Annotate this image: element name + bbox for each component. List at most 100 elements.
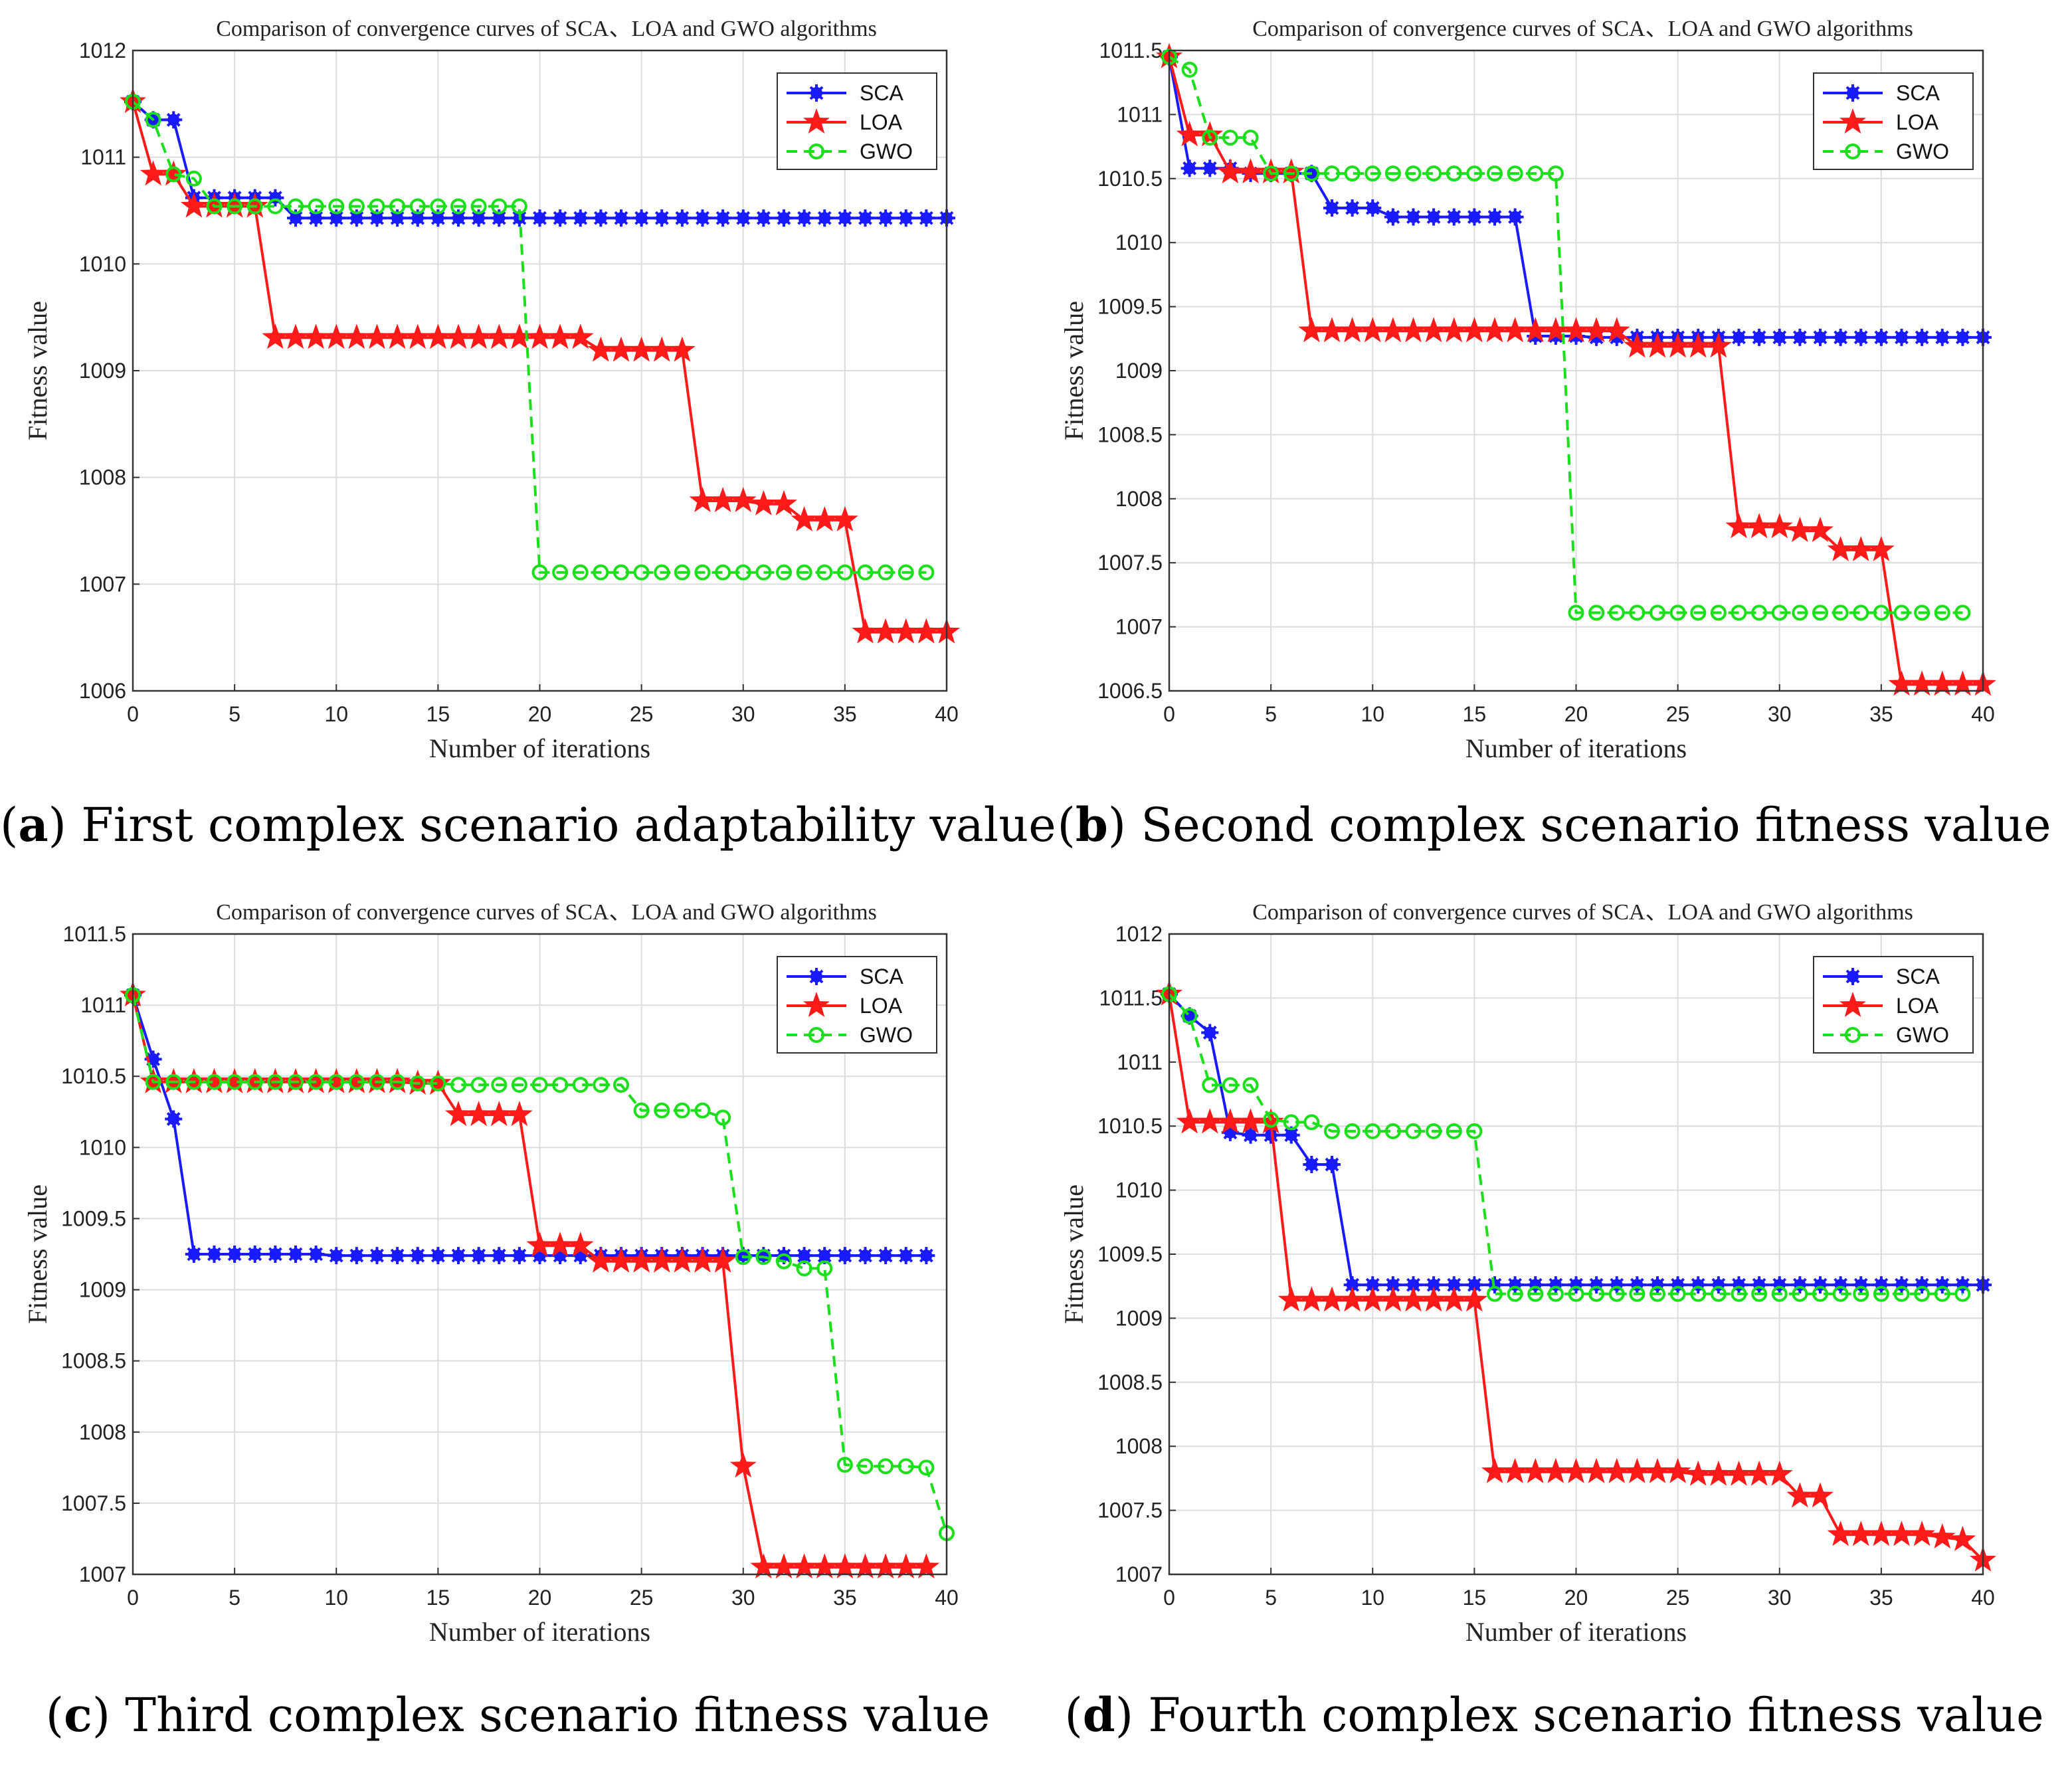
sca-point-spikes	[429, 1247, 447, 1265]
sca-point-spikes	[1812, 328, 1829, 346]
series-gwo	[125, 94, 935, 581]
loa-point	[1949, 1525, 1976, 1551]
loa-point	[1481, 317, 1508, 343]
x-tick-label: 25	[1666, 702, 1690, 726]
sca-point-spikes	[673, 209, 691, 227]
legend-label-sca: SCA	[1896, 965, 1940, 988]
sca-point-spikes	[877, 1247, 895, 1265]
sca-point-spikes	[1832, 1276, 1849, 1294]
gwo-point	[836, 1457, 853, 1473]
loa-line	[132, 994, 927, 1569]
loa-point	[892, 1553, 919, 1579]
gwo-point	[288, 1073, 304, 1090]
loa-point	[1562, 317, 1590, 343]
loa-point	[1501, 1457, 1529, 1483]
gwo-point	[165, 1073, 182, 1090]
loa-point	[1420, 1286, 1448, 1312]
sca-point-spikes	[1425, 1276, 1443, 1294]
loa-point	[363, 324, 391, 349]
legend-label-gwo: GWO	[860, 1023, 913, 1047]
gwo-point	[430, 1075, 446, 1091]
legend-label-loa: LOA	[1896, 994, 1939, 1018]
loa-point	[587, 336, 614, 362]
y-tick-label: 1010	[79, 1135, 126, 1159]
gwo-point	[1263, 1111, 1279, 1128]
gwo-point	[674, 564, 690, 581]
gwo-point	[613, 1077, 629, 1093]
x-tick-label: 25	[1666, 1586, 1690, 1610]
gwo-point	[308, 1073, 324, 1090]
loa-point	[668, 336, 696, 362]
sca-point-spikes	[1770, 328, 1788, 346]
legend-marker-gwo	[1845, 1027, 1861, 1043]
loa-point	[1379, 1286, 1406, 1312]
loa-point	[587, 1247, 614, 1273]
gwo-point	[511, 198, 527, 215]
loa-point	[1277, 158, 1305, 184]
loa-point	[1216, 158, 1244, 184]
loa-point	[709, 1247, 737, 1273]
sca-point-spikes	[1323, 1156, 1341, 1174]
gwo-point	[1771, 604, 1788, 621]
gwo-point	[1832, 604, 1849, 621]
legend-marker-gwo	[808, 143, 824, 159]
gwo-point	[694, 1102, 711, 1119]
gwo-point	[288, 198, 304, 215]
x-tick-label: 30	[731, 1586, 755, 1610]
loa-point	[567, 324, 594, 349]
loa-point	[1664, 1457, 1691, 1483]
sca-point-spikes	[1384, 208, 1402, 226]
loa-point	[771, 1553, 797, 1579]
sca-point-spikes	[734, 209, 752, 227]
x-axis-label: Number of iterations	[1465, 1617, 1687, 1647]
legend-marker-loa	[1839, 108, 1866, 134]
gwo-point	[878, 564, 894, 581]
sca-point-spikes	[429, 209, 447, 227]
gwo-point	[389, 1073, 406, 1090]
legend-label-gwo: GWO	[1896, 1023, 1949, 1047]
gwo-point	[1283, 1114, 1299, 1131]
y-tick-label: 1007.5	[1097, 551, 1163, 575]
loa-point	[709, 487, 737, 512]
legend-marker-sca-spikes	[1844, 84, 1861, 102]
gwo-point	[1426, 1123, 1442, 1139]
loa-point	[791, 1553, 818, 1579]
gwo-point	[348, 198, 365, 215]
caption-d: (d) Fourth complex scenario fitness valu…	[1064, 1687, 2044, 1742]
legend-marker-gwo	[808, 1027, 824, 1043]
gwo-point	[1222, 130, 1238, 146]
sca-point-spikes	[816, 209, 834, 227]
loa-point	[1237, 1108, 1264, 1134]
sca-point-spikes	[1506, 208, 1524, 226]
sca-point-spikes	[1893, 328, 1911, 346]
x-tick-label: 15	[1463, 1586, 1487, 1610]
series-gwo	[1161, 986, 1971, 1302]
legend-label-sca: SCA	[860, 81, 903, 105]
chart-panel-d: 0 5 10 15 20 25 30 35 40 1007 1007.5 1008 1008.5 1009…	[1036, 884, 2072, 1767]
loa-point	[1216, 1108, 1244, 1134]
loa-point	[1867, 535, 1895, 561]
loa-point	[1685, 332, 1712, 358]
sca-point-spikes	[328, 1247, 345, 1265]
gwo-point	[1324, 165, 1340, 182]
loa-point	[343, 1068, 370, 1093]
gwo-point	[1812, 604, 1828, 621]
gwo-point	[1181, 61, 1198, 78]
sca-point-spikes	[1608, 328, 1626, 346]
loa-point	[1359, 1286, 1386, 1312]
loa-point	[1929, 1523, 1956, 1549]
gwo-point	[1344, 165, 1361, 182]
sca-point-spikes	[1588, 1276, 1606, 1294]
sca-point-spikes	[1954, 1276, 1972, 1294]
y-tick-label: 1008.5	[61, 1349, 126, 1373]
gwo-point	[470, 1077, 487, 1093]
chart-c: 0 5 10 15 20 25 30 35 40 1007 1007.5 1008 1008.5 1009…	[23, 900, 959, 1647]
loa-point	[506, 1101, 533, 1127]
gwo-point	[1649, 1285, 1665, 1302]
loa-point	[1298, 1286, 1325, 1312]
sca-point-spikes	[1343, 1276, 1361, 1294]
sca-point-spikes	[612, 209, 630, 227]
sca-point-spikes	[1527, 1276, 1545, 1294]
gwo-point	[1446, 1123, 1462, 1139]
gwo-point	[1669, 1285, 1686, 1302]
